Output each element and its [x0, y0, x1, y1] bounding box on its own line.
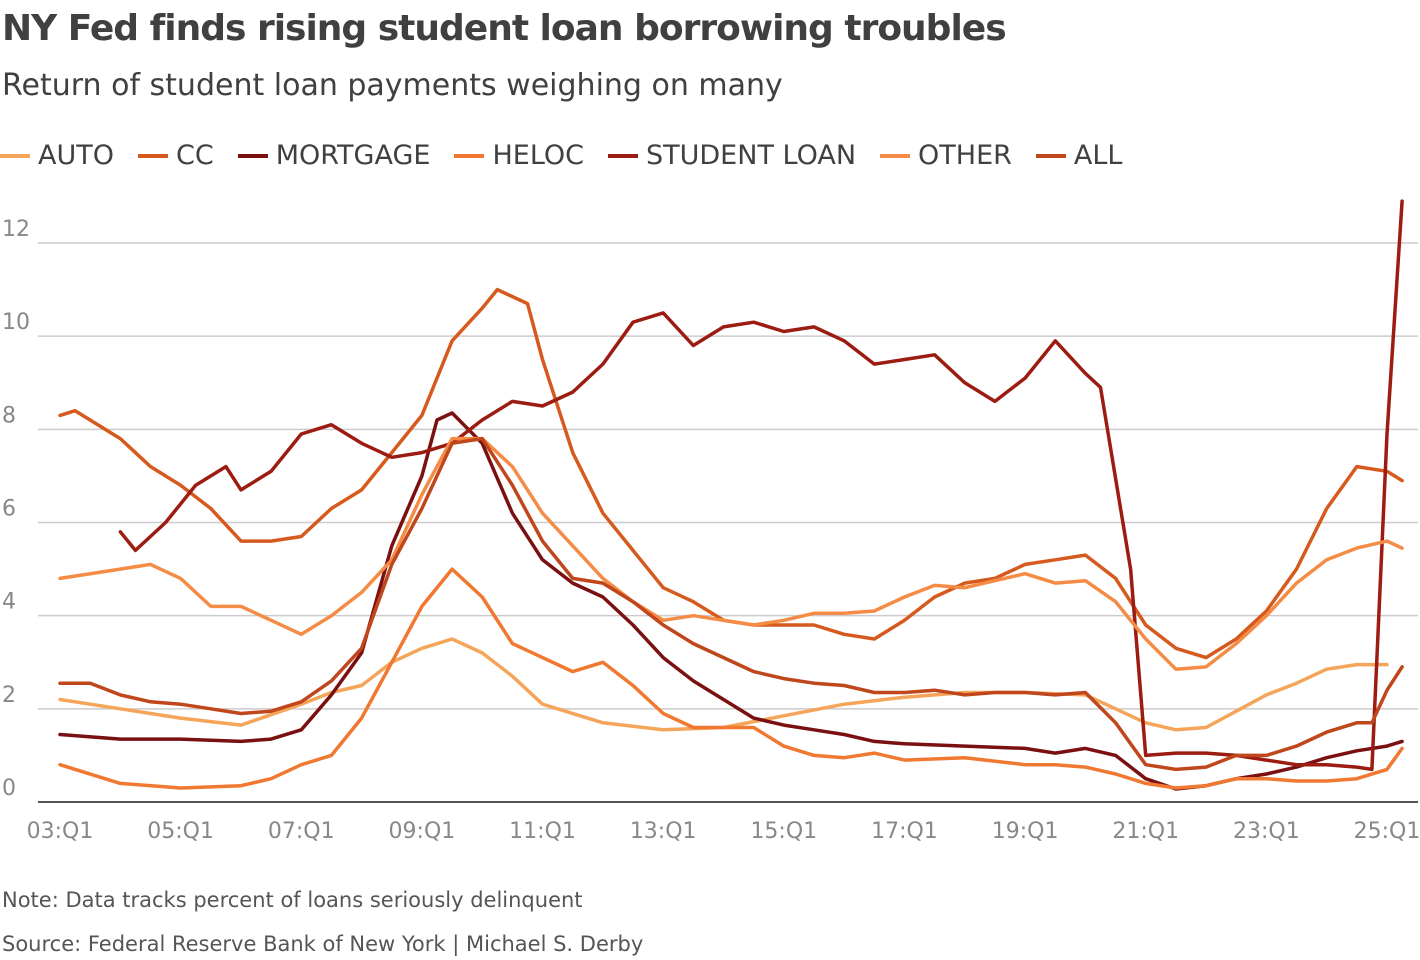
legend-label: ALL: [1073, 140, 1123, 171]
legend-item-all: ALL: [1035, 140, 1123, 171]
legend-label: CC: [175, 140, 214, 171]
y-tick-label: 10: [2, 310, 30, 335]
chart-title: NY Fed finds rising student loan borrowi…: [2, 8, 1007, 49]
y-axis-tick-labels: 0 2 4 6 8 10 12: [2, 217, 30, 801]
series-line-auto: [58, 637, 1389, 732]
chart-source: Source: Federal Reserve Bank of New York…: [2, 932, 644, 956]
y-tick-label: 2: [2, 683, 16, 708]
x-tick-label: 13:Q1: [630, 819, 697, 844]
x-tick-label: 07:Q1: [268, 819, 335, 844]
gridlines: [38, 242, 1418, 803]
legend-label: MORTGAGE: [275, 140, 431, 171]
legend-swatch: [880, 153, 911, 158]
chart-subtitle: Return of student loan payments weighing…: [2, 68, 783, 103]
y-tick-label: 8: [2, 403, 16, 428]
legend-swatch: [0, 153, 30, 158]
series-line-all: [58, 436, 1404, 772]
x-tick-label: 17:Q1: [871, 819, 938, 844]
x-tick-label: 21:Q1: [1112, 819, 1179, 844]
legend-swatch: [237, 153, 268, 158]
x-tick-label: 11:Q1: [509, 819, 576, 844]
chart-legend: AUTO CC MORTGAGE HELOC STUDENT LOAN OTHER ALL: [0, 140, 1146, 171]
x-tick-label: 19:Q1: [992, 819, 1059, 844]
x-tick-label: 23:Q1: [1233, 819, 1300, 844]
legend-swatch: [1035, 153, 1066, 158]
y-tick-label: 12: [2, 217, 30, 242]
legend-item-auto: AUTO: [0, 140, 114, 171]
series-line-other: [58, 436, 1404, 671]
series-line-cc: [58, 287, 1404, 660]
x-tick-label: 09:Q1: [389, 819, 456, 844]
legend-swatch: [137, 153, 168, 158]
legend-item-heloc: HELOC: [454, 140, 584, 171]
legend-label: HELOC: [492, 140, 584, 171]
legend-item-student-loan: STUDENT LOAN: [608, 140, 856, 171]
line-chart: 0 2 4 6 8 10 12 03:Q1 05:Q1 07:Q1 09:Q1 11:Q1 13:Q1…: [2, 199, 1420, 844]
x-tick-label: 03:Q1: [27, 819, 94, 844]
chart-note: Note: Data tracks percent of loans serio…: [2, 888, 583, 912]
series-line-student-loan: [118, 199, 1404, 772]
x-tick-label: 05:Q1: [147, 819, 214, 844]
legend-label: OTHER: [918, 140, 1012, 171]
legend-swatch: [608, 153, 638, 158]
series-line-heloc: [58, 567, 1404, 790]
x-tick-label: 15:Q1: [750, 819, 817, 844]
x-tick-label: 25:Q1: [1354, 819, 1420, 844]
series-line-mortgage: [58, 411, 1404, 791]
y-tick-label: 4: [2, 590, 16, 615]
x-axis-tick-labels: 03:Q1 05:Q1 07:Q1 09:Q1 11:Q1 13:Q1 15:Q1 17:Q1…: [27, 819, 1420, 844]
legend-item-other: OTHER: [880, 140, 1012, 171]
y-tick-label: 0: [2, 776, 16, 801]
legend-item-cc: CC: [137, 140, 214, 171]
legend-swatch: [454, 153, 485, 158]
legend-label: AUTO: [38, 140, 114, 171]
y-tick-label: 6: [2, 497, 16, 522]
series-lines: [58, 199, 1404, 791]
legend-item-mortgage: MORTGAGE: [237, 140, 431, 171]
legend-label: STUDENT LOAN: [646, 140, 857, 171]
